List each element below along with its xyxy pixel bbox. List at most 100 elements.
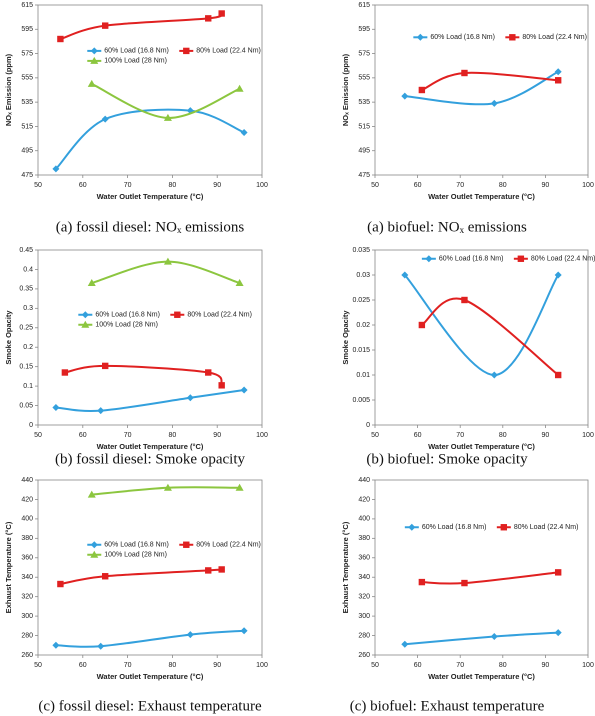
marker — [401, 271, 409, 279]
x-tick-label: 80 — [499, 182, 507, 189]
legend-label: 60% Load (16.8 Nm) — [422, 524, 487, 531]
y-tick-label: 0.005 — [352, 397, 370, 404]
marker — [101, 115, 109, 123]
series-line — [421, 71, 559, 91]
legend-label: 80% Load (22.4 Nm) — [187, 312, 252, 319]
y-tick-label: 0.3 — [23, 305, 33, 312]
x-tick-label: 100 — [582, 182, 594, 189]
marker — [186, 394, 194, 402]
y-tick-label: 0.03 — [356, 272, 370, 279]
marker — [418, 321, 426, 329]
legend-label: 80% Load (22.4 Nm) — [531, 256, 595, 263]
marker — [102, 22, 109, 29]
y-tick-label: 340 — [358, 574, 370, 581]
series-line — [60, 12, 223, 40]
y-axis-title: Exhaust Temperature (°C) — [4, 521, 13, 613]
y-tick-label: 0 — [29, 422, 33, 429]
y-tick-label: 360 — [358, 555, 370, 562]
x-tick-label: 50 — [34, 432, 42, 439]
y-tick-label: 400 — [358, 516, 370, 523]
marker — [509, 34, 516, 41]
y-tick-label: 0.45 — [19, 247, 33, 254]
x-tick-label: 70 — [124, 182, 132, 189]
x-tick-label: 90 — [542, 662, 550, 669]
x-tick-label: 70 — [456, 182, 464, 189]
legend-label: 80% Load (22.4 Nm) — [522, 34, 587, 41]
marker — [461, 69, 468, 77]
marker — [408, 523, 416, 531]
x-tick-label: 80 — [499, 432, 507, 439]
y-tick-label: 0.025 — [352, 297, 370, 304]
y-tick-label: 280 — [358, 632, 370, 639]
marker — [186, 631, 194, 639]
y-tick-label: 260 — [358, 652, 370, 659]
y-tick-label: 0.4 — [23, 266, 33, 273]
legend-label: 80% Load (22.4 Nm) — [514, 524, 579, 531]
legend-label: 100% Load (28 Nm) — [104, 552, 167, 559]
marker — [554, 271, 562, 279]
y-tick-label: 595 — [21, 26, 33, 33]
series-line — [55, 108, 245, 170]
marker — [517, 255, 525, 262]
legend-label: 60% Load (16.8 Nm) — [104, 542, 169, 549]
series-line — [64, 364, 223, 387]
marker — [52, 404, 60, 411]
marker — [57, 35, 64, 43]
series-line — [421, 297, 559, 376]
plot-frame — [37, 479, 263, 656]
x-tick-label: 90 — [542, 182, 550, 189]
marker — [102, 573, 109, 580]
marker — [218, 566, 225, 573]
y-tick-label: 615 — [21, 2, 33, 9]
y-tick-label: 360 — [21, 555, 33, 562]
marker — [87, 79, 96, 87]
x-axis-title: Water Outlet Temperature (°C) — [97, 442, 204, 451]
series-line — [60, 568, 223, 586]
x-tick-label: 70 — [456, 432, 464, 439]
y-tick-label: 0.015 — [352, 347, 370, 354]
marker — [418, 578, 426, 586]
caption: (a) biofuel: NOₓ emissions — [367, 219, 527, 235]
x-tick-label: 90 — [213, 182, 221, 189]
x-axis-title: Water Outlet Temperature (°C) — [97, 672, 204, 681]
y-tick-label: 420 — [21, 496, 33, 503]
y-tick-label: 380 — [21, 535, 33, 542]
caption: (a) fossil diesel: NOₓ emissions — [56, 219, 245, 235]
marker — [461, 579, 468, 587]
y-tick-label: 0.05 — [19, 402, 33, 409]
legend-label: 100% Load (28 Nm) — [95, 322, 158, 329]
marker — [90, 47, 98, 55]
y-tick-label: 595 — [358, 26, 370, 33]
x-tick-label: 50 — [371, 182, 379, 189]
marker — [418, 86, 426, 94]
x-tick-label: 60 — [79, 662, 87, 669]
x-tick-label: 80 — [169, 662, 177, 669]
y-tick-label: 0 — [366, 422, 370, 429]
x-tick-label: 80 — [169, 432, 177, 439]
series-line — [404, 631, 559, 646]
marker — [401, 92, 409, 100]
y-tick-label: 280 — [21, 632, 33, 639]
marker — [490, 99, 498, 107]
marker — [57, 580, 64, 588]
x-tick-label: 80 — [499, 662, 507, 669]
y-tick-label: 320 — [21, 594, 33, 601]
series-line — [91, 260, 240, 285]
y-tick-label: 615 — [358, 2, 370, 9]
plot-frame — [37, 4, 263, 176]
y-axis-title: Exhaust Temperature (°C) — [341, 521, 350, 613]
y-tick-label: 0.35 — [19, 286, 33, 293]
marker — [554, 371, 562, 379]
marker — [205, 369, 212, 376]
y-tick-label: 440 — [358, 477, 370, 484]
x-tick-label: 50 — [371, 662, 379, 669]
series-line — [55, 389, 245, 412]
y-tick-label: 0.1 — [23, 383, 33, 390]
marker — [163, 113, 172, 121]
marker — [235, 279, 244, 287]
marker — [183, 47, 190, 55]
marker — [102, 362, 109, 370]
y-tick-label: 515 — [21, 123, 33, 130]
x-tick-label: 60 — [414, 432, 422, 439]
